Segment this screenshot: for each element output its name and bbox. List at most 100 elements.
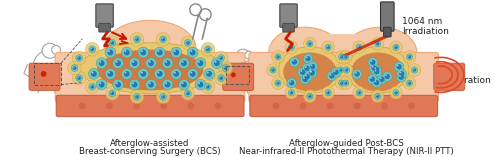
Circle shape	[406, 80, 412, 86]
Circle shape	[158, 72, 160, 73]
Circle shape	[374, 67, 379, 72]
Bar	[34, 63, 61, 85]
Circle shape	[370, 60, 372, 62]
Circle shape	[164, 60, 170, 66]
Circle shape	[76, 55, 82, 62]
Circle shape	[394, 91, 396, 92]
Circle shape	[290, 46, 291, 47]
Circle shape	[108, 71, 114, 77]
Circle shape	[190, 50, 192, 52]
Circle shape	[408, 103, 415, 109]
Circle shape	[171, 69, 181, 79]
Circle shape	[368, 74, 377, 84]
FancyBboxPatch shape	[280, 4, 297, 27]
Circle shape	[91, 71, 97, 77]
Circle shape	[214, 51, 228, 65]
FancyBboxPatch shape	[96, 4, 114, 27]
Circle shape	[188, 103, 194, 109]
Circle shape	[381, 103, 388, 109]
Circle shape	[76, 75, 82, 81]
Circle shape	[174, 71, 179, 77]
Circle shape	[52, 46, 60, 54]
Circle shape	[171, 47, 181, 58]
Circle shape	[116, 61, 118, 63]
Circle shape	[276, 56, 278, 57]
Circle shape	[358, 46, 359, 47]
Circle shape	[214, 103, 221, 109]
Circle shape	[300, 70, 306, 75]
Circle shape	[154, 47, 165, 58]
Ellipse shape	[42, 43, 58, 58]
Text: Afterglow-guided Post-BCS: Afterglow-guided Post-BCS	[290, 139, 404, 148]
Ellipse shape	[228, 56, 252, 90]
Circle shape	[358, 91, 361, 94]
Circle shape	[354, 103, 360, 109]
Circle shape	[162, 95, 163, 97]
Circle shape	[158, 50, 160, 52]
Ellipse shape	[283, 52, 337, 91]
Circle shape	[302, 63, 312, 73]
Circle shape	[394, 46, 396, 47]
Circle shape	[124, 50, 130, 55]
Circle shape	[374, 69, 380, 74]
Circle shape	[68, 61, 82, 75]
FancyBboxPatch shape	[99, 23, 110, 32]
Circle shape	[184, 39, 191, 46]
Circle shape	[115, 82, 121, 87]
Circle shape	[132, 82, 138, 87]
Circle shape	[380, 77, 384, 82]
FancyBboxPatch shape	[384, 27, 391, 37]
Circle shape	[307, 68, 316, 78]
Circle shape	[292, 59, 297, 65]
Circle shape	[340, 56, 342, 57]
Circle shape	[369, 63, 379, 73]
Circle shape	[72, 51, 86, 65]
Circle shape	[327, 71, 336, 81]
Circle shape	[305, 75, 307, 76]
Circle shape	[340, 55, 344, 59]
Circle shape	[219, 56, 223, 60]
Circle shape	[188, 47, 198, 58]
Ellipse shape	[346, 47, 409, 93]
Circle shape	[245, 51, 252, 59]
Circle shape	[330, 74, 332, 76]
Circle shape	[186, 91, 190, 95]
Circle shape	[186, 41, 188, 43]
FancyBboxPatch shape	[380, 2, 394, 31]
Circle shape	[190, 50, 196, 55]
Circle shape	[302, 77, 308, 82]
Circle shape	[79, 103, 86, 109]
Circle shape	[384, 74, 390, 79]
Circle shape	[394, 91, 398, 94]
Circle shape	[160, 103, 167, 109]
Circle shape	[290, 46, 293, 49]
Circle shape	[356, 44, 362, 50]
Circle shape	[115, 60, 121, 66]
Circle shape	[91, 85, 92, 87]
Circle shape	[207, 72, 209, 73]
Circle shape	[331, 68, 341, 77]
Circle shape	[130, 90, 143, 104]
Text: Irradiation: Irradiation	[402, 27, 448, 36]
Circle shape	[204, 69, 214, 79]
Circle shape	[325, 44, 332, 50]
Circle shape	[218, 75, 224, 81]
Ellipse shape	[351, 52, 404, 91]
Circle shape	[206, 85, 208, 87]
Circle shape	[368, 57, 378, 67]
Circle shape	[370, 60, 376, 65]
Circle shape	[77, 56, 81, 60]
Circle shape	[146, 79, 156, 90]
Circle shape	[374, 93, 380, 99]
Circle shape	[181, 82, 187, 87]
Circle shape	[308, 95, 310, 96]
FancyBboxPatch shape	[222, 63, 254, 90]
Circle shape	[272, 103, 280, 109]
Ellipse shape	[80, 43, 220, 93]
Circle shape	[358, 46, 361, 49]
Circle shape	[133, 103, 140, 109]
Circle shape	[201, 43, 214, 56]
Circle shape	[408, 82, 410, 83]
Circle shape	[160, 36, 166, 43]
Circle shape	[327, 103, 334, 109]
